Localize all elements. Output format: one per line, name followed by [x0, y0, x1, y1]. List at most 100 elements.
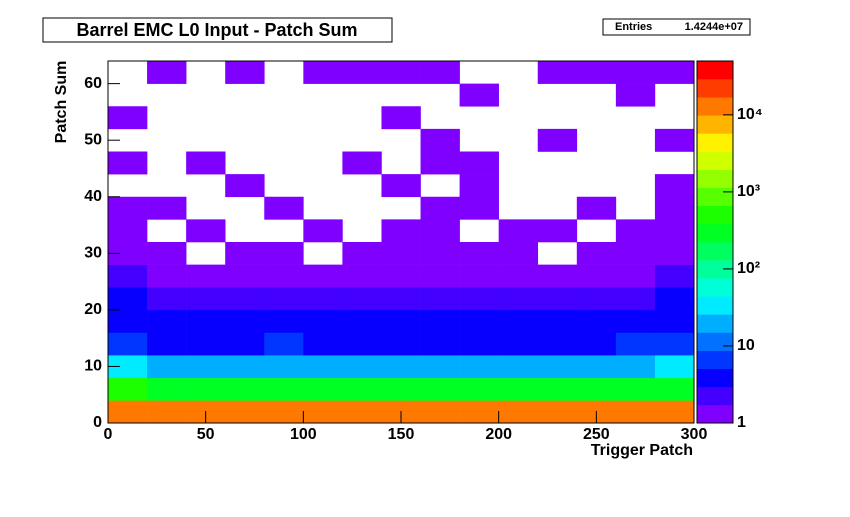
- y-tick-label: 10: [84, 358, 102, 375]
- cell: [576, 287, 617, 311]
- cell: [108, 196, 148, 220]
- cell: [342, 355, 382, 379]
- cell: [303, 355, 343, 379]
- cell: [147, 242, 187, 265]
- cell: [420, 400, 460, 424]
- cell: [342, 377, 382, 401]
- cell: [498, 355, 539, 379]
- colorbar-step: [697, 296, 733, 315]
- cell: [381, 106, 421, 130]
- cell: [303, 219, 343, 243]
- cell: [459, 242, 499, 265]
- colorbar-step: [697, 386, 733, 406]
- cell: [615, 264, 656, 288]
- cell: [615, 242, 656, 265]
- cell: [342, 332, 382, 356]
- cell: [420, 355, 460, 379]
- cell: [225, 174, 265, 198]
- y-tick-label: 30: [84, 245, 102, 262]
- cell: [576, 242, 617, 265]
- cell: [498, 219, 539, 243]
- z-tick-label: 10³: [737, 183, 760, 200]
- x-tick-label: 150: [388, 426, 415, 443]
- cell: [264, 400, 304, 424]
- cell: [186, 287, 226, 311]
- colorbar-step: [697, 404, 733, 424]
- cell: [225, 242, 265, 265]
- y-tick-label: 0: [93, 414, 102, 431]
- cell: [108, 242, 148, 265]
- colorbar-step: [697, 151, 733, 170]
- cell: [147, 196, 187, 220]
- cell: [147, 61, 187, 84]
- cell: [342, 61, 382, 84]
- cell: [264, 264, 304, 288]
- cell: [420, 309, 460, 333]
- cell: [459, 377, 499, 401]
- cell: [537, 219, 578, 243]
- cell: [108, 151, 148, 175]
- cell: [615, 355, 656, 379]
- cell: [459, 83, 499, 107]
- cell: [225, 309, 265, 333]
- cell: [498, 309, 539, 333]
- cell: [186, 264, 226, 288]
- cell: [459, 264, 499, 288]
- cell: [459, 400, 499, 424]
- colorbar-step: [697, 278, 733, 297]
- colorbar-step: [697, 97, 733, 116]
- cell: [420, 264, 460, 288]
- x-tick-label: 100: [290, 426, 317, 443]
- cell: [537, 355, 578, 379]
- cell: [498, 400, 539, 424]
- cell: [381, 332, 421, 356]
- colorbar-step: [697, 332, 733, 351]
- colorbar-step: [697, 368, 733, 388]
- cell: [654, 355, 695, 379]
- cell: [537, 61, 578, 84]
- cell: [459, 151, 499, 175]
- cell: [264, 287, 304, 311]
- cell: [225, 355, 265, 379]
- cell: [381, 264, 421, 288]
- cell: [303, 377, 343, 401]
- cell: [654, 61, 695, 84]
- cell: [264, 332, 304, 356]
- colorbar-frame: [696, 60, 734, 424]
- cell: [420, 332, 460, 356]
- cell: [615, 309, 656, 333]
- cell: [342, 264, 382, 288]
- y-tick-label: 40: [84, 188, 102, 205]
- x-tick-label: 250: [583, 426, 610, 443]
- cell: [459, 287, 499, 311]
- cell: [498, 287, 539, 311]
- x-tick-label: 50: [197, 426, 215, 443]
- cell: [615, 377, 656, 401]
- cell: [615, 332, 656, 356]
- cell: [108, 106, 148, 130]
- cell: [459, 355, 499, 379]
- cell: [342, 242, 382, 265]
- cell: [654, 377, 695, 401]
- chart-title: Barrel EMC L0 Input - Patch Sum: [76, 20, 357, 40]
- cell: [264, 242, 304, 265]
- cell: [303, 309, 343, 333]
- cell: [225, 61, 265, 84]
- cell: [654, 174, 695, 198]
- cell: [108, 377, 148, 401]
- x-tick-label: 300: [681, 426, 708, 443]
- cell: [108, 264, 148, 288]
- colorbar-step: [697, 350, 733, 369]
- cell: [615, 219, 656, 243]
- cell: [654, 219, 695, 243]
- cell: [381, 242, 421, 265]
- z-tick-label: 1: [737, 414, 746, 431]
- cell: [420, 242, 460, 265]
- cell: [498, 264, 539, 288]
- cell: [108, 355, 148, 379]
- cell: [381, 355, 421, 379]
- cell: [303, 332, 343, 356]
- y-tick-label: 50: [84, 131, 102, 148]
- cell: [225, 400, 265, 424]
- cell: [420, 219, 460, 243]
